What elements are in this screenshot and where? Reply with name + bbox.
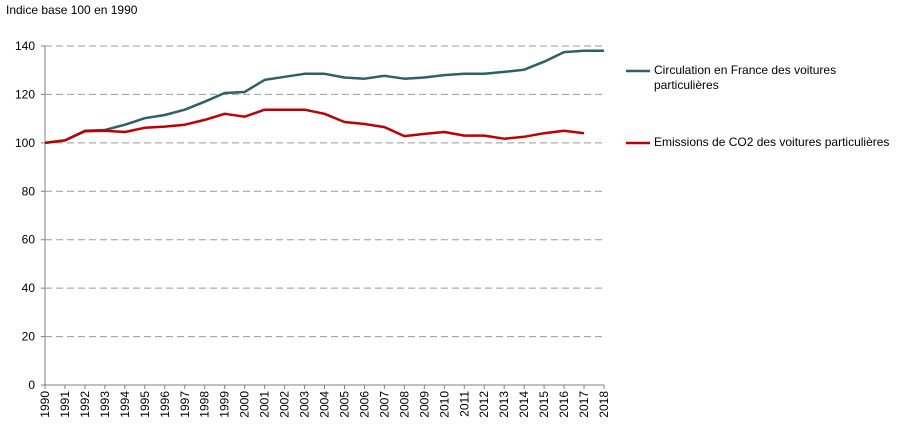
legend-label: Circulation en France des voitures parti…	[654, 63, 837, 92]
x-tick-label: 2006	[357, 391, 371, 418]
x-tick-label: 2017	[577, 391, 591, 418]
x-tick-label: 1995	[138, 391, 152, 418]
x-tick-label: 1997	[178, 391, 192, 418]
x-tick-label: 1990	[38, 391, 52, 418]
y-tick-label: 0	[28, 378, 35, 392]
x-tick-label: 1993	[98, 391, 112, 418]
x-tick-label: 2015	[537, 391, 551, 418]
chart-title: Indice base 100 en 1990	[6, 3, 138, 17]
x-tick-label: 1994	[118, 391, 132, 418]
x-tick-label: 2011	[457, 391, 471, 417]
x-tick-label: 2016	[557, 391, 571, 418]
x-tick-label: 2001	[258, 391, 272, 418]
x-tick-label: 1991	[58, 391, 72, 418]
x-tick-label: 1996	[158, 391, 172, 418]
data-line	[44, 108, 585, 145]
x-tick-label: 2002	[278, 391, 292, 418]
y-tick-label: 60	[22, 233, 36, 247]
x-tick-label: 2008	[397, 391, 411, 418]
y-tick-label: 100	[15, 136, 35, 150]
y-tick-label: 80	[22, 184, 36, 198]
data-line	[44, 49, 604, 145]
y-tick-label: 40	[22, 281, 36, 295]
y-tick-label: 20	[22, 330, 36, 344]
x-tick-label: 2007	[377, 391, 391, 418]
x-tick-label: 1999	[218, 391, 232, 418]
x-tick-label: 1998	[198, 391, 212, 418]
x-tick-label: 2000	[238, 391, 252, 418]
y-tick-label: 120	[15, 87, 35, 101]
x-tick-label: 2018	[597, 391, 611, 418]
x-tick-label: 2003	[298, 391, 312, 418]
x-tick-label: 2014	[517, 391, 531, 418]
x-tick-label: 2009	[417, 391, 431, 418]
x-tick-label: 1992	[78, 391, 92, 418]
x-tick-label: 2005	[337, 391, 351, 418]
y-tick-label: 140	[15, 39, 35, 53]
x-tick-label: 2010	[437, 391, 451, 418]
legend-label: Emissions de CO2 des voitures particuliè…	[654, 135, 890, 149]
x-tick-label: 2012	[477, 391, 491, 418]
x-tick-label: 2013	[497, 391, 511, 418]
x-tick-label: 2004	[318, 391, 332, 418]
